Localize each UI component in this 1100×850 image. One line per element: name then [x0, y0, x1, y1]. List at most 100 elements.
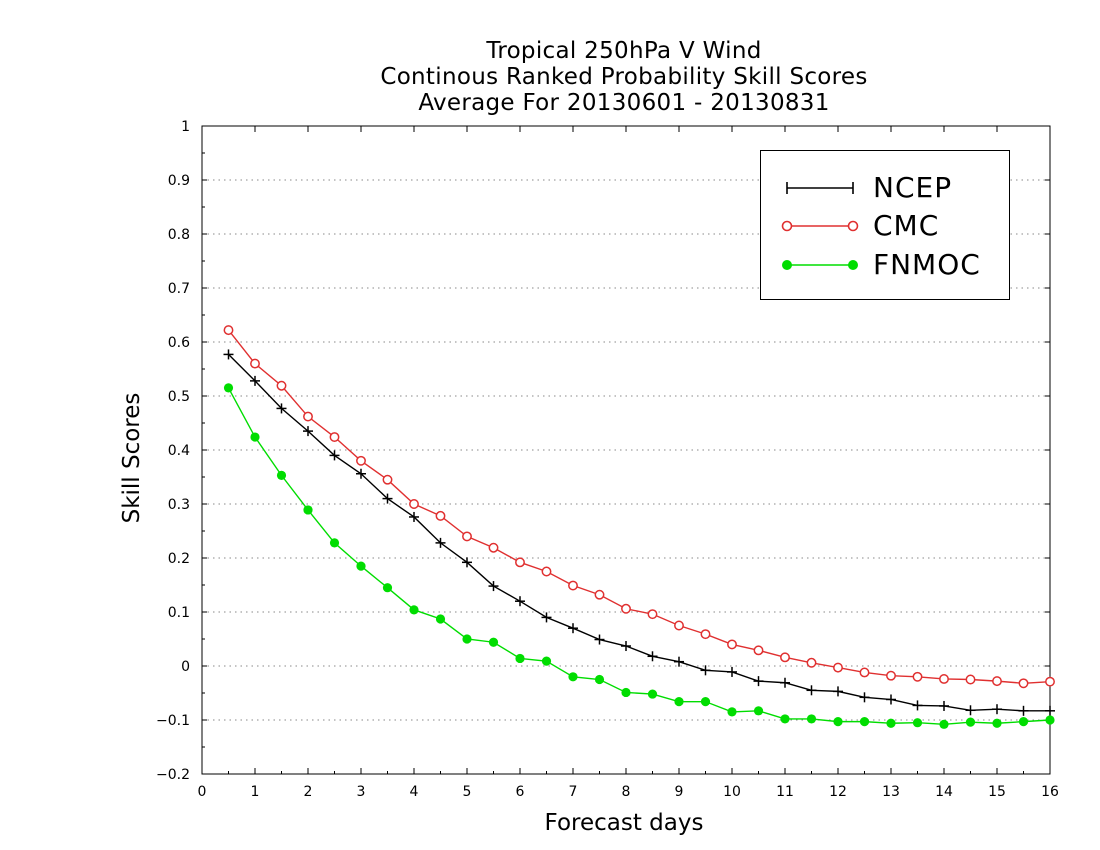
data-point-ncep	[939, 700, 949, 711]
data-point-ncep	[859, 692, 870, 703]
x-tick-label: 1	[251, 784, 260, 800]
data-point-fnmoc	[568, 672, 578, 682]
x-tick-label: 12	[829, 784, 847, 800]
data-point-ncep	[965, 705, 976, 716]
data-point-cmc	[700, 629, 711, 640]
data-point-fnmoc	[329, 538, 340, 548]
data-point-fnmoc	[276, 470, 287, 480]
y-tick-label: 0.5	[168, 389, 190, 405]
x-tick-label: 7	[569, 784, 578, 800]
data-point-fnmoc	[965, 717, 976, 727]
data-point-ncep	[223, 349, 234, 360]
data-point-cmc	[674, 620, 684, 631]
y-tick-label: −0.2	[156, 767, 190, 783]
data-point-fnmoc	[435, 614, 446, 624]
data-point-fnmoc	[992, 718, 1002, 728]
data-point-ncep	[594, 634, 605, 645]
series-line-cmc	[227, 329, 1051, 684]
data-point-cmc	[303, 411, 313, 422]
legend-label-fnmoc: FNMOC	[873, 248, 981, 281]
data-point-ncep	[1045, 705, 1055, 716]
data-point-fnmoc	[223, 383, 234, 393]
data-point-fnmoc	[833, 717, 843, 727]
data-point-cmc	[939, 674, 949, 684]
data-point-cmc	[462, 531, 472, 542]
x-tick-label: 15	[988, 784, 1006, 800]
data-point-ncep	[700, 665, 711, 676]
data-point-cmc	[541, 566, 552, 577]
data-point-cmc	[965, 674, 976, 685]
data-point-cmc	[435, 510, 446, 521]
data-point-ncep	[356, 468, 366, 479]
data-point-fnmoc	[700, 697, 711, 707]
data-point-ncep	[647, 651, 658, 662]
data-point-fnmoc	[647, 689, 658, 699]
y-tick-label: 0	[181, 659, 190, 675]
x-tick-label: 0	[198, 784, 207, 800]
series-line-fnmoc	[227, 387, 1051, 726]
data-point-cmc	[515, 557, 525, 568]
legend-swatch-ncep	[786, 182, 854, 194]
data-point-ncep	[674, 656, 684, 667]
data-point-cmc	[356, 455, 366, 466]
data-point-fnmoc	[727, 707, 737, 717]
data-point-fnmoc	[594, 674, 605, 685]
data-point-fnmoc	[886, 718, 896, 728]
chart-title-line-1: Tropical 250hPa V Wind	[486, 38, 762, 64]
data-point-ncep	[806, 685, 817, 696]
x-tick-label: 11	[776, 784, 794, 800]
x-tick-label: 13	[882, 784, 900, 800]
data-point-cmc	[409, 499, 419, 509]
data-point-fnmoc	[1045, 715, 1055, 725]
x-tick-label: 14	[935, 784, 953, 800]
y-tick-label: 0.1	[168, 605, 190, 621]
series-layer	[223, 325, 1055, 729]
data-point-ncep	[886, 694, 896, 705]
data-point-fnmoc	[303, 505, 313, 515]
axes: −0.2−0.100.10.20.30.40.50.60.70.80.910 1 2…	[156, 119, 1059, 800]
data-point-ncep	[303, 426, 313, 437]
data-point-fnmoc	[541, 656, 552, 666]
data-point-fnmoc	[621, 687, 631, 698]
data-point-cmc	[753, 645, 764, 656]
data-point-cmc	[621, 603, 631, 614]
x-tick-label: 4	[410, 784, 419, 800]
data-point-cmc	[806, 657, 817, 668]
data-point-cmc	[382, 474, 393, 485]
x-tick-label: 10	[723, 784, 741, 800]
data-point-ncep	[912, 700, 923, 711]
data-point-fnmoc	[409, 605, 419, 615]
series-line-ncep	[228, 353, 1050, 712]
data-point-ncep	[753, 676, 764, 687]
chart-title-line-3: Average For 20130601 - 20130831	[418, 90, 830, 116]
data-point-ncep	[780, 677, 790, 688]
x-tick-label: 8	[622, 784, 631, 800]
data-point-fnmoc	[356, 561, 366, 571]
data-point-fnmoc	[382, 583, 393, 593]
data-point-fnmoc	[462, 634, 472, 644]
data-point-ncep	[541, 612, 552, 623]
data-point-cmc	[727, 639, 737, 650]
data-point-ncep	[250, 375, 260, 386]
data-point-cmc	[780, 652, 790, 663]
data-point-fnmoc	[488, 637, 499, 647]
data-point-fnmoc	[912, 718, 923, 728]
y-tick-label: 0.9	[168, 173, 190, 189]
data-point-cmc	[859, 667, 870, 678]
data-point-cmc	[568, 580, 578, 591]
data-point-cmc	[833, 662, 843, 673]
data-point-ncep	[329, 450, 340, 461]
data-point-ncep	[488, 581, 499, 592]
data-point-cmc	[250, 358, 260, 369]
data-point-fnmoc	[806, 714, 817, 724]
data-point-cmc	[223, 325, 234, 336]
x-tick-label: 6	[516, 784, 525, 800]
chart-title-line-2: Continous Ranked Probability Skill Score…	[380, 64, 868, 90]
y-tick-label: 0.7	[168, 281, 190, 297]
data-point-ncep	[1018, 705, 1029, 716]
data-point-cmc	[647, 609, 658, 620]
legend-item-fnmoc: FNMOC	[781, 250, 1006, 280]
y-tick-label: 0.4	[168, 443, 190, 459]
y-axis-label: Skill Scores	[119, 392, 145, 524]
y-tick-label: 0.6	[168, 335, 190, 351]
